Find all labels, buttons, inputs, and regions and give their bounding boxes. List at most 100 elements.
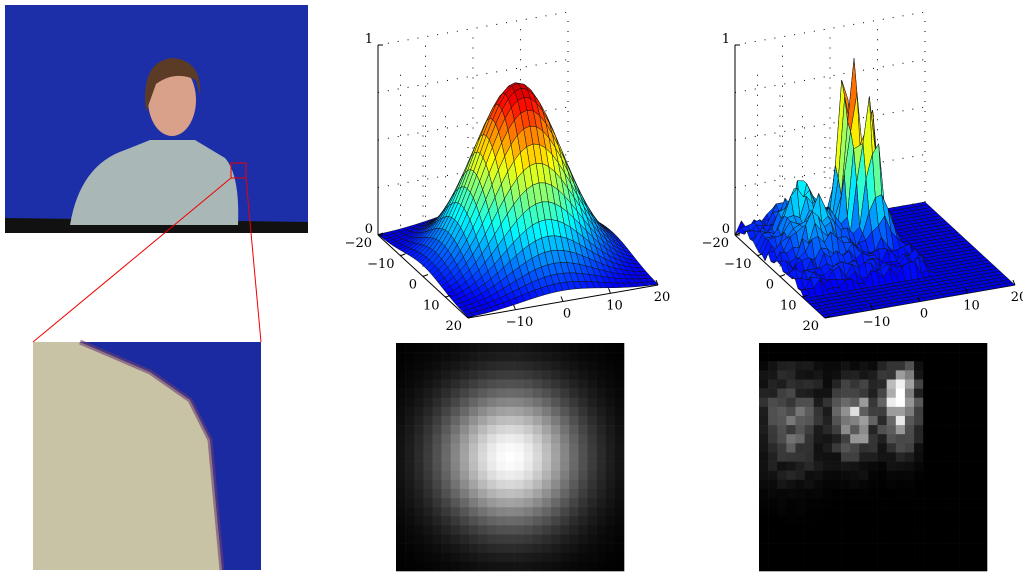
x-tick-label: 0 bbox=[563, 307, 571, 322]
heatmap-cell bbox=[923, 462, 932, 471]
heatmap-cell bbox=[588, 407, 597, 416]
heatmap-cell bbox=[515, 452, 524, 461]
heatmap-cell bbox=[478, 507, 487, 516]
heatmap-cell bbox=[960, 471, 969, 480]
heatmap-cell bbox=[496, 389, 505, 398]
heatmap-cell bbox=[850, 389, 859, 398]
heatmap-cell bbox=[423, 416, 432, 425]
heatmap-cell bbox=[850, 462, 859, 471]
heatmap-cell bbox=[524, 516, 533, 525]
heatmap-cell bbox=[451, 343, 460, 352]
heatmap-cell bbox=[923, 343, 932, 352]
surface-plot: 01−20−1001020−1001020 bbox=[345, 12, 671, 334]
heatmap-cell bbox=[460, 480, 469, 489]
heatmap-cell bbox=[588, 553, 597, 562]
heatmap-cell bbox=[905, 516, 914, 525]
heatmap-cell bbox=[814, 471, 823, 480]
heatmap-cell bbox=[569, 443, 578, 452]
heatmap-cell bbox=[759, 352, 768, 361]
heatmap-cell bbox=[814, 398, 823, 407]
heatmap-cell bbox=[615, 562, 624, 571]
heatmap-cell bbox=[606, 462, 615, 471]
heatmap-cell bbox=[606, 443, 615, 452]
heatmap-cell bbox=[805, 398, 814, 407]
heatmap-cell bbox=[795, 498, 804, 507]
heatmap-cell bbox=[951, 434, 960, 443]
heatmap-cell bbox=[969, 544, 978, 553]
heatmap-cell bbox=[759, 389, 768, 398]
heatmap-cell bbox=[932, 361, 941, 370]
heatmap-cell bbox=[597, 544, 606, 553]
tick bbox=[561, 297, 563, 302]
heatmap-cell bbox=[487, 343, 496, 352]
surface-plot: 01−20−1001020−1001020 bbox=[702, 12, 1023, 334]
heatmap-cell bbox=[469, 443, 478, 452]
heatmap-cell bbox=[978, 480, 987, 489]
heatmap-cell bbox=[932, 562, 941, 571]
heatmap-cell bbox=[451, 379, 460, 388]
heatmap-cell bbox=[878, 462, 887, 471]
tick bbox=[423, 275, 428, 277]
heatmap-cell bbox=[588, 361, 597, 370]
heatmap-cell bbox=[460, 343, 469, 352]
heatmap-cell bbox=[515, 443, 524, 452]
heatmap-cell bbox=[887, 553, 896, 562]
heatmap-cell bbox=[951, 553, 960, 562]
heatmap-cell bbox=[542, 389, 551, 398]
heatmap-cell bbox=[478, 407, 487, 416]
figure: 01−20−1001020−100102001−20−1001020−10010… bbox=[0, 0, 1023, 572]
heatmap-cell bbox=[542, 361, 551, 370]
heatmap-cell bbox=[805, 480, 814, 489]
heatmap-cell bbox=[588, 389, 597, 398]
heatmap-cell bbox=[941, 525, 950, 534]
heatmap-cell bbox=[487, 516, 496, 525]
heatmap-cell bbox=[487, 553, 496, 562]
heatmap-cell bbox=[442, 498, 451, 507]
heatmap-cell bbox=[786, 379, 795, 388]
heatmap-cell bbox=[597, 525, 606, 534]
heatmap-cell bbox=[932, 416, 941, 425]
heatmap-cell bbox=[887, 516, 896, 525]
heatmap-cell bbox=[768, 443, 777, 452]
heatmap-cell bbox=[496, 525, 505, 534]
heatmap-cell bbox=[896, 361, 905, 370]
heatmap-cell bbox=[823, 407, 832, 416]
heatmap-cell bbox=[533, 498, 542, 507]
heatmap-cell bbox=[533, 352, 542, 361]
heatmap-cell bbox=[551, 507, 560, 516]
heatmap-cell bbox=[588, 443, 597, 452]
heatmap-cell bbox=[960, 389, 969, 398]
heatmap-cell bbox=[896, 525, 905, 534]
heatmap-cell bbox=[969, 343, 978, 352]
heatmap-cell bbox=[578, 544, 587, 553]
heatmap-cell bbox=[442, 553, 451, 562]
heatmap-cell bbox=[515, 525, 524, 534]
heatmap-cell bbox=[423, 507, 432, 516]
heatmap-cell bbox=[868, 525, 877, 534]
heatmap-cell bbox=[932, 480, 941, 489]
heatmap-cell bbox=[905, 553, 914, 562]
heatmap-cell bbox=[469, 416, 478, 425]
heatmap-cell bbox=[569, 562, 578, 571]
heatmap-cell bbox=[878, 443, 887, 452]
heatmap-cell bbox=[560, 525, 569, 534]
heatmap-cell bbox=[841, 553, 850, 562]
heatmap-cell bbox=[969, 452, 978, 461]
heatmap-cell bbox=[805, 370, 814, 379]
heatmap-cell bbox=[615, 361, 624, 370]
heatmap-cell bbox=[505, 443, 514, 452]
heatmap-cell bbox=[859, 498, 868, 507]
heatmap-cell bbox=[768, 544, 777, 553]
heatmap-cell bbox=[451, 352, 460, 361]
heatmap-cell bbox=[615, 489, 624, 498]
heatmap-cell bbox=[606, 407, 615, 416]
heatmap-cell bbox=[850, 370, 859, 379]
heatmap-cell bbox=[524, 498, 533, 507]
heatmap-cell bbox=[896, 352, 905, 361]
heatmap-cell bbox=[432, 352, 441, 361]
heatmap-cell bbox=[786, 452, 795, 461]
heatmap-cell bbox=[615, 425, 624, 434]
heatmap-cell bbox=[951, 516, 960, 525]
heatmap-cell bbox=[414, 361, 423, 370]
heatmap-cell bbox=[487, 498, 496, 507]
